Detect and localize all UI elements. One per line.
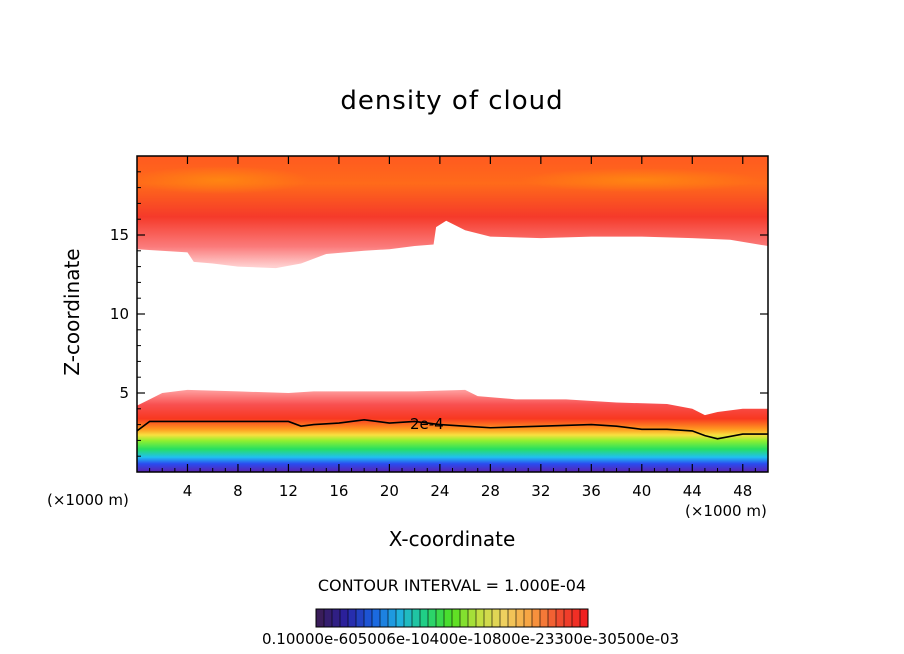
x-axis-ticks: 4 8 12 16 20 24 28 32 36 40 44 48 [149,156,756,500]
colorbar-frame [315,608,589,628]
colorbar-cell [404,609,413,627]
colorbar-cell [428,609,437,627]
colorbar-cell [540,609,549,627]
x-tick-label: 4 [183,482,193,500]
y-tick-label: 10 [110,305,129,323]
colorbar-cell [476,609,485,627]
colorbar-cell [564,609,573,627]
y-axis-ticks: 5 10 15 [110,171,768,457]
y-tick-label: 5 [119,384,129,402]
colorbar-cell [396,609,405,627]
x-tick-label: 12 [279,482,298,500]
y-axis-label: Z-coordinate [60,248,84,376]
contour-label: 2e-4 [410,415,444,433]
colorbar-cell [548,609,557,627]
colorbar-cell [500,609,509,627]
x-tick-label: 28 [481,482,500,500]
colorbar-labels: 0.10000e-605006e-10400e-10800e-23300e-30… [262,630,680,648]
x-tick-label: 48 [733,482,752,500]
x-tick-label: 20 [380,482,399,500]
y-tick-label: 15 [110,226,129,244]
x-tick-label: 40 [632,482,651,500]
x-tick-label: 44 [683,482,702,500]
colorbar-cell [436,609,445,627]
colorbar-cell [468,609,477,627]
colorbar-cell [332,609,341,627]
upper-cloud-core-left [137,166,310,194]
colorbar-cell [556,609,565,627]
colorbar-cell [484,609,493,627]
colorbar-cell [532,609,541,627]
colorbar-cell [460,609,469,627]
x-tick-label: 16 [329,482,348,500]
x-axis-label: X-coordinate [388,527,516,551]
colorbar-cell [356,609,365,627]
colorbar-cell [516,609,525,627]
colorbar-cell [348,609,357,627]
colorbar-cell [492,609,501,627]
colorbar [315,609,589,627]
colorbar-cell [444,609,453,627]
colorbar-cell [380,609,389,627]
x-tick-label: 8 [233,482,243,500]
colorbar-cell [572,609,581,627]
colorbar-cell [580,609,589,627]
colorbar-cell [324,609,333,627]
chart-title: density of cloud [340,86,564,116]
colorbar-cell [364,609,373,627]
lower-cloud-layer [137,389,768,472]
colorbar-cell [412,609,421,627]
colorbar-cell [372,609,381,627]
contour-2e-4-line [137,419,768,440]
upper-cloud-core-right [520,168,760,192]
colorbar-cell [316,609,325,627]
colorbar-cell [508,609,517,627]
x-unit-label-right: (×1000 m) [685,502,767,520]
x-unit-label-left: (×1000 m) [47,491,129,509]
colorbar-cell [420,609,429,627]
x-tick-label: 36 [582,482,601,500]
colorbar-cell [524,609,533,627]
x-tick-label: 24 [430,482,449,500]
colorbar-cell [340,609,349,627]
colorbar-cell [452,609,461,627]
colorbar-cell [388,609,397,627]
contour-interval-text: CONTOUR INTERVAL = 1.000E-04 [317,576,587,595]
x-tick-label: 32 [531,482,550,500]
